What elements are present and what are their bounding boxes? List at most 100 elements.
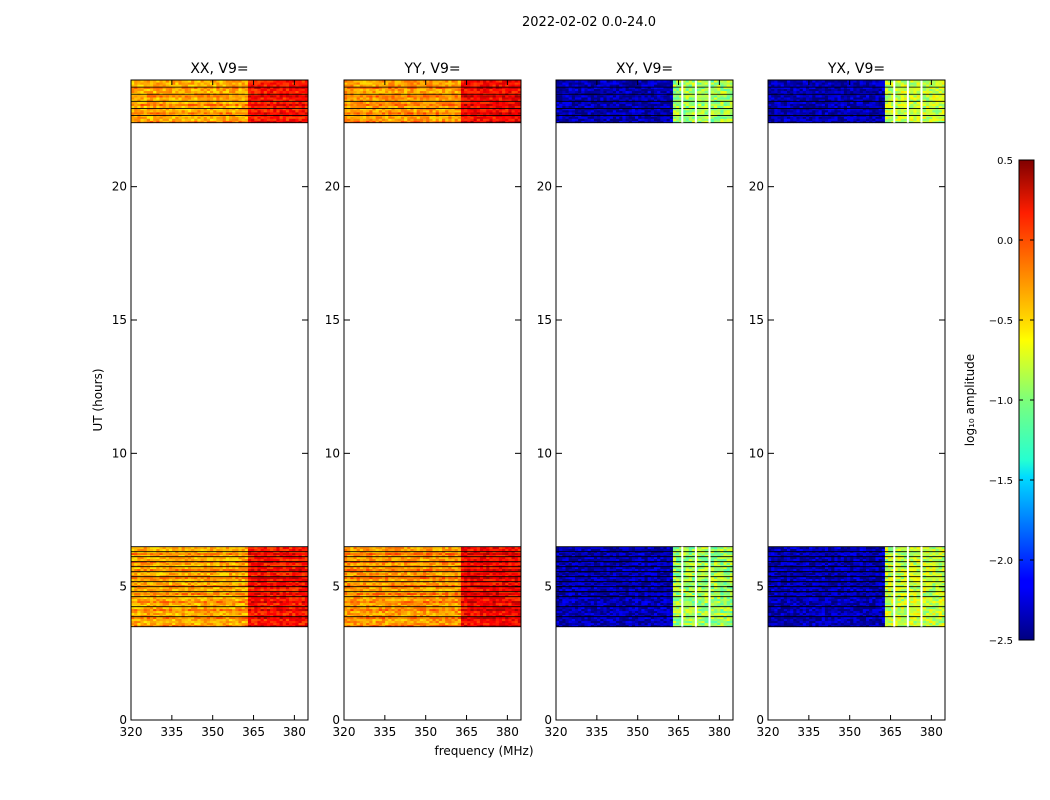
heatmap-cell (194, 602, 198, 606)
heatmap-cell (292, 618, 296, 622)
heatmap-cell (203, 604, 208, 608)
heatmap-cell (203, 622, 208, 626)
heatmap-cell (165, 610, 170, 614)
heatmap-cell (251, 602, 255, 606)
heatmap-cell (187, 600, 192, 604)
heatmap-cell (219, 608, 224, 612)
heatmap-cell (156, 620, 160, 624)
heatmap-cell (295, 620, 299, 624)
heatmap-cell (134, 618, 138, 622)
heatmap-cell (175, 602, 179, 606)
heatmap-cell (172, 602, 176, 606)
heatmap-cell (175, 608, 179, 612)
heatmap-cell (137, 612, 141, 616)
heatmap-cell (225, 608, 230, 612)
heatmap-cell (301, 620, 306, 624)
heatmap-cell (241, 622, 246, 626)
heatmap-cell (175, 616, 179, 620)
heatmap-cell (146, 612, 151, 616)
heatmap-cell (257, 610, 261, 614)
heatmap-cell (276, 608, 280, 612)
heatmap-cell (149, 604, 154, 608)
heatmap-cell (216, 624, 220, 628)
heatmap-cell (225, 618, 230, 622)
heatmap-cell (175, 598, 179, 602)
heatmap-cell (134, 594, 138, 598)
heatmap-cell (228, 622, 233, 626)
heatmap-cell (213, 614, 217, 618)
heatmap-cell (222, 616, 227, 620)
heatmap-cell (191, 624, 195, 628)
heatmap-cell (216, 616, 220, 620)
heatmap-cell (254, 624, 258, 628)
heatmap-cell (266, 604, 271, 608)
heatmap-cell (251, 614, 255, 618)
heatmap-cell (194, 600, 198, 604)
heatmap-cell (292, 624, 296, 628)
heatmap-cell (257, 602, 261, 606)
heatmap-cell (146, 618, 151, 622)
heatmap-cell (238, 608, 243, 612)
heatmap-cell (301, 610, 306, 614)
heatmap-cell (216, 600, 220, 604)
heatmap-cell (210, 602, 214, 606)
heatmap-cell (191, 598, 195, 602)
heatmap-cell (257, 608, 261, 612)
heatmap-cell (159, 600, 164, 604)
heatmap-cell (143, 598, 148, 602)
heatmap-cell (263, 606, 268, 610)
heatmap-cell (216, 596, 220, 600)
heatmap-cell (134, 598, 138, 602)
heatmap-cell (143, 612, 148, 616)
heatmap-cell (137, 622, 141, 626)
heatmap-cell (187, 624, 192, 628)
heatmap-cell (181, 604, 186, 608)
heatmap-cell (194, 596, 198, 600)
heatmap-cell (247, 624, 252, 628)
heatmap-cell (266, 624, 271, 628)
heatmap-cell (273, 612, 277, 616)
heatmap-cell (162, 608, 167, 612)
heatmap-cell (263, 610, 268, 614)
heatmap-cell (137, 606, 141, 610)
heatmap-cell (244, 600, 249, 604)
x-tick-label: 320 (120, 725, 143, 739)
heatmap-cell (191, 616, 195, 620)
heatmap-cell (149, 596, 154, 600)
heatmap-cell (203, 614, 208, 618)
heatmap-cell (219, 624, 224, 628)
heatmap-cell (168, 614, 173, 618)
heatmap-cell (210, 620, 214, 624)
heatmap-cell (235, 598, 239, 602)
heatmap-cell (279, 616, 284, 620)
heatmap-cell (298, 624, 303, 628)
heatmap-cell (153, 614, 157, 618)
heatmap-cell (137, 596, 141, 600)
heatmap-cell (228, 600, 233, 604)
heatmap-cell (197, 612, 201, 616)
heatmap-cell (206, 606, 211, 610)
heatmap-cell (172, 610, 176, 614)
heatmap-cell (260, 616, 265, 620)
heatmap-cell (273, 596, 277, 600)
heatmap-cell (191, 604, 195, 608)
heatmap-cell (191, 608, 195, 612)
heatmap-cell (238, 622, 243, 626)
heatmap-cell (270, 616, 274, 620)
heatmap-cell (184, 622, 189, 626)
heatmap-cell (247, 618, 252, 622)
heatmap-cell (273, 620, 277, 624)
heatmap-cell (292, 620, 296, 624)
heatmap-cell (244, 622, 249, 626)
heatmap-cell (197, 598, 201, 602)
heatmap-cell (175, 614, 179, 618)
heatmap-cell (238, 610, 243, 614)
heatmap-cell (232, 596, 236, 600)
heatmap-cell (184, 610, 189, 614)
heatmap-cell (203, 620, 208, 624)
heatmap-cell (260, 598, 265, 602)
heatmap-cell (232, 620, 236, 624)
heatmap-cell (285, 598, 290, 602)
heatmap-cell (254, 606, 258, 610)
